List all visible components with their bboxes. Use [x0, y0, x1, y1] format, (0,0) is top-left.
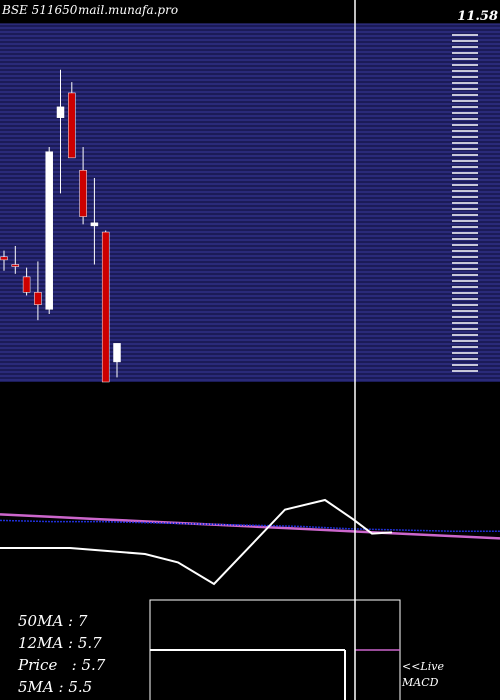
price-tick — [452, 118, 478, 120]
price-tick — [452, 130, 478, 132]
price-tick — [452, 310, 478, 312]
price-tick — [452, 64, 478, 66]
up-candle — [113, 343, 121, 363]
ma-12-line — [0, 519, 500, 532]
up-candle — [45, 151, 53, 310]
candlesticks — [0, 69, 121, 383]
price-tick — [452, 298, 478, 300]
price-tick — [452, 334, 478, 336]
price-tick — [452, 196, 478, 198]
price-tick — [452, 94, 478, 96]
price-tick — [452, 316, 478, 318]
price-tick — [452, 76, 478, 78]
down-candle — [68, 92, 76, 159]
price-tick — [452, 304, 478, 306]
price-tick — [452, 250, 478, 252]
price-tick — [452, 58, 478, 60]
exchange-code: BSE 511650 — [2, 3, 78, 17]
down-candle — [11, 264, 20, 267]
price-tick — [452, 262, 478, 264]
down-candle — [0, 256, 8, 261]
price-tick — [452, 238, 478, 240]
stat-price: Price : 5.7 — [18, 656, 106, 674]
stat-12ma: 12MA : 5.7 — [18, 634, 102, 652]
price-tick — [452, 340, 478, 342]
price-tick — [452, 358, 478, 360]
price-tick — [452, 100, 478, 102]
price-tick — [452, 154, 478, 156]
price-tick — [452, 166, 478, 168]
price-tick — [452, 82, 478, 84]
price-tick — [452, 286, 478, 288]
up-candle — [90, 222, 99, 227]
price-tick — [452, 256, 478, 258]
price-tick — [452, 322, 478, 324]
price-tick — [452, 136, 478, 138]
stat-5ma: 5MA : 5.5 — [18, 678, 93, 696]
price-tick — [452, 106, 478, 108]
macd-line — [0, 498, 393, 586]
live-link[interactable]: <<Live — [402, 660, 444, 673]
site-name: mail.munafa.pro — [78, 3, 179, 17]
price-tick — [452, 292, 478, 294]
price-tick — [452, 46, 478, 48]
price-tick — [452, 34, 478, 36]
price-tick — [452, 70, 478, 72]
price-tick — [452, 184, 478, 186]
price-grid — [0, 23, 500, 382]
price-tick — [452, 190, 478, 192]
price-tick — [452, 112, 478, 114]
price-tick — [452, 346, 478, 348]
price-axis-top: 11.58 — [457, 9, 498, 24]
price-tick — [452, 364, 478, 366]
price-tick — [452, 52, 478, 54]
price-tick — [452, 160, 478, 162]
price-tick — [452, 40, 478, 42]
price-tick-labels — [452, 34, 478, 372]
ma-50-line — [0, 513, 500, 540]
price-tick — [452, 214, 478, 216]
price-tick — [452, 370, 478, 372]
down-candle — [101, 231, 110, 383]
price-tick — [452, 88, 478, 90]
price-tick — [452, 142, 478, 144]
price-tick — [452, 232, 478, 234]
price-tick — [452, 220, 478, 222]
price-tick — [452, 178, 478, 180]
price-tick — [452, 172, 478, 174]
price-tick — [452, 244, 478, 246]
price-tick — [452, 328, 478, 330]
price-tick — [452, 208, 478, 210]
down-candle — [79, 169, 87, 217]
price-tick — [452, 268, 478, 270]
live-macd-label[interactable]: <<Live MACD — [402, 659, 444, 691]
price-tick — [452, 124, 478, 126]
macd-label: MACD — [402, 676, 439, 689]
down-candle — [34, 292, 42, 305]
price-tick — [452, 148, 478, 150]
price-tick — [452, 352, 478, 354]
up-candle — [56, 106, 65, 118]
price-tick — [452, 274, 478, 276]
down-candle — [22, 276, 31, 293]
stat-50ma: 50MA : 7 — [18, 612, 88, 630]
price-tick — [452, 280, 478, 282]
price-tick — [452, 202, 478, 204]
price-tick — [452, 226, 478, 228]
